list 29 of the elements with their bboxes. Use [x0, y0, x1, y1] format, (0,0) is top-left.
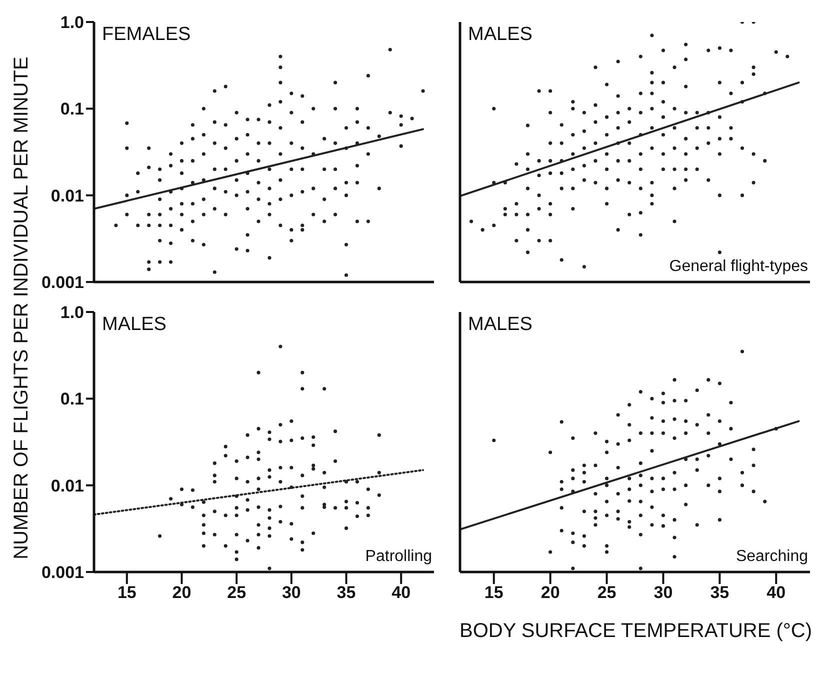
y-tick-label: 0.001 — [41, 563, 84, 582]
y-tick-label: 1.0 — [60, 13, 84, 32]
y-tick-label: 1.0 — [60, 303, 84, 322]
y-tick-label: 0.01 — [50, 476, 84, 496]
x-tick-label: 20 — [172, 583, 192, 602]
x-tick-label: 20 — [540, 583, 560, 602]
y-tick-label: 0.1 — [60, 390, 84, 409]
text: Patrolling — [365, 548, 432, 566]
text: General flight-types — [669, 258, 808, 276]
y-tick-label: 0.1 — [60, 100, 84, 119]
text: Searching — [736, 548, 808, 566]
x-axis-title: BODY SURFACE TEMPERATURE (°C) — [460, 620, 812, 643]
chart-title: MALES — [102, 314, 166, 336]
x-tick-label: 35 — [710, 583, 730, 602]
x-tick-label: 30 — [282, 583, 301, 602]
chart-title: FEMALES — [102, 24, 191, 46]
x-tick-label: 40 — [766, 583, 786, 602]
x-tick-label: 25 — [597, 583, 616, 602]
chart-title: MALES — [468, 314, 532, 336]
y-tick-label: 0.01 — [50, 186, 84, 206]
y-tick-label: 0.001 — [41, 273, 84, 292]
x-tick-label: 40 — [392, 583, 411, 602]
x-tick-label: 15 — [484, 583, 504, 602]
x-tick-label: 30 — [654, 583, 673, 602]
x-tick-label: 15 — [117, 583, 136, 602]
x-tick-label: 35 — [336, 583, 356, 602]
y-axis-title: NUMBER OF FLIGHTS PER INDIVIDUAL PER MINUTE — [10, 56, 34, 560]
chart-title: MALES — [468, 24, 532, 46]
x-tick-label: 25 — [227, 583, 246, 602]
